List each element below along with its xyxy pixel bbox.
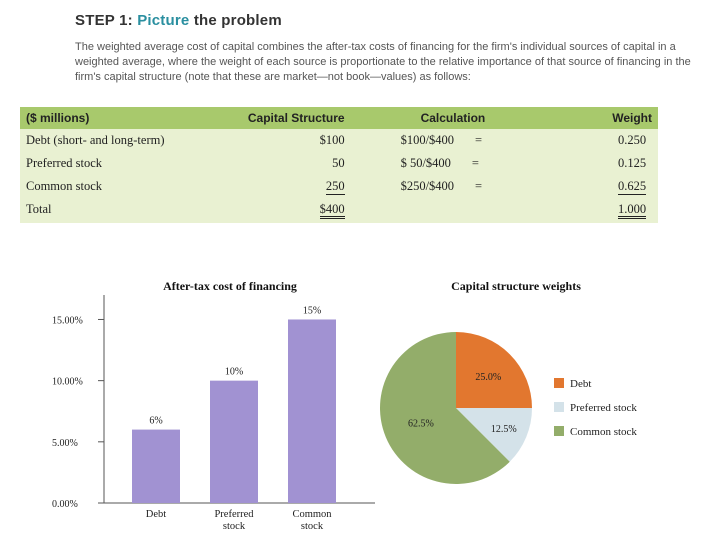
pie-slice <box>456 408 532 462</box>
row-weight: 1.000 <box>618 202 647 219</box>
row-label: Common stock <box>26 179 103 193</box>
pie-chart-title: Capital structure weights <box>451 279 581 293</box>
header-weight: Weight <box>606 107 658 129</box>
bar-chart-title: After-tax cost of financing <box>163 279 297 293</box>
row-capital: 50 <box>332 156 345 170</box>
header-calculation: Calculation <box>350 107 607 129</box>
row-capital: $100 <box>319 133 345 147</box>
y-tick-label: 0.00% <box>52 499 78 510</box>
table-row: Preferred stock 50 $ 50/$400 = 0.125 <box>20 152 658 175</box>
pie-value-label: 62.5% <box>408 419 434 430</box>
row-calc: $100/$400 <box>400 133 455 147</box>
pie-slice <box>456 332 532 408</box>
row-calc: $250/$400 <box>400 179 455 193</box>
legend-swatch <box>554 378 564 388</box>
pie-chart: Capital structure weights 25.0% 12.5% 62.5… <box>380 279 637 484</box>
table-row: Debt (short- and long-term) $100 $100/$4… <box>20 129 658 152</box>
table-row-total: Total $400 1.000 <box>20 198 658 221</box>
row-weight: 0.625 <box>618 179 647 195</box>
row-weight: 0.250 <box>618 133 647 147</box>
x-tick-label: Common <box>292 509 332 520</box>
bar <box>288 319 336 503</box>
bar-value-label: 6% <box>149 416 162 427</box>
bar <box>210 380 258 503</box>
row-calc: $ 50/$400 <box>400 156 451 170</box>
legend-label: Debt <box>570 378 591 390</box>
pie-value-label: 25.0% <box>475 372 501 383</box>
row-capital: $400 <box>319 202 345 219</box>
header-millions: ($ millions) <box>20 107 225 129</box>
legend-swatch <box>554 402 564 412</box>
x-tick-label: stock <box>223 521 246 532</box>
y-tick-label: 15.00% <box>52 315 83 326</box>
row-capital: 250 <box>325 179 345 195</box>
row-equals: = <box>475 179 483 193</box>
row-label: Debt (short- and long-term) <box>26 133 165 147</box>
legend-swatch <box>554 426 564 436</box>
table-header-row: ($ millions) Capital Structure Calculati… <box>20 107 658 129</box>
bar-chart: After-tax cost of financing 0.00% 5.00% 10… <box>52 279 375 532</box>
row-equals: = <box>475 133 483 147</box>
row-equals: = <box>471 156 479 170</box>
bar-value-label: 10% <box>225 367 243 378</box>
y-tick-label: 5.00% <box>52 438 78 449</box>
x-tick-label: stock <box>301 521 324 532</box>
page-heading: STEP 1: Picture the problem <box>75 12 282 29</box>
row-weight: 0.125 <box>618 156 647 170</box>
x-tick-label: Preferred <box>214 509 254 520</box>
pie-value-label: 12.5% <box>491 424 517 435</box>
legend-label: Common stock <box>570 426 637 438</box>
row-label: Total <box>26 202 52 216</box>
capital-structure-table: ($ millions) Capital Structure Calculati… <box>20 107 658 223</box>
legend-label: Preferred stock <box>570 402 637 414</box>
heading-rest: the problem <box>193 12 282 29</box>
header-capital-structure: Capital Structure <box>224 107 351 129</box>
bar <box>132 429 180 503</box>
heading-highlight: Picture <box>137 12 190 29</box>
bar-value-label: 15% <box>303 305 321 316</box>
intro-paragraph: The weighted average cost of capital com… <box>75 41 691 83</box>
table-row: Common stock 250 $250/$400 = 0.625 <box>20 175 658 198</box>
pie-slice <box>380 332 510 484</box>
row-label: Preferred stock <box>26 156 103 170</box>
y-tick-label: 10.00% <box>52 377 83 388</box>
heading-step: STEP 1: <box>75 12 133 29</box>
x-tick-label: Debt <box>146 509 166 520</box>
